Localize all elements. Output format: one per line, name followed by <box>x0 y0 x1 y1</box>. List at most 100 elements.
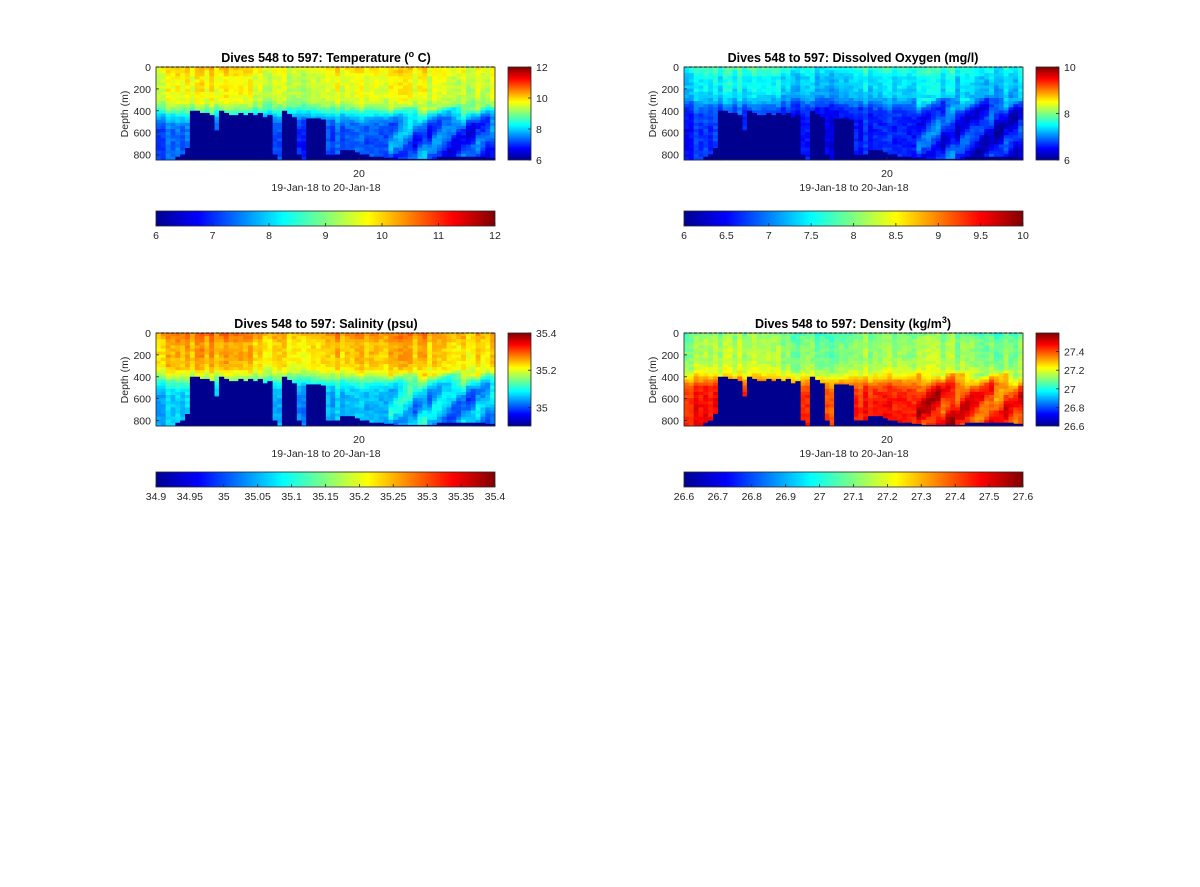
heatmap-cell <box>756 98 762 102</box>
heatmap-cell <box>868 70 874 74</box>
heatmap-cell <box>877 82 883 86</box>
heatmap-cell <box>868 91 874 96</box>
heatmap-cell <box>185 351 191 356</box>
heatmap-cell <box>364 70 370 74</box>
heatmap-cell <box>456 91 462 96</box>
heatmap-cell <box>354 138 360 142</box>
heatmap-cell <box>897 113 903 117</box>
seabed-mask-column <box>945 158 951 160</box>
heatmap-cell <box>330 129 336 133</box>
heatmap-cell <box>199 360 205 365</box>
heatmap-cell <box>218 333 225 337</box>
heatmap-cell <box>325 119 331 124</box>
heatmap-cell <box>364 101 370 105</box>
heatmap-cell <box>693 125 699 130</box>
heatmap-cell <box>838 94 845 99</box>
heatmap-cell <box>412 88 418 93</box>
heatmap-cell <box>233 364 239 368</box>
heatmap-cell <box>892 70 898 74</box>
heatmap-cell <box>427 70 433 74</box>
heatmap-cell <box>257 104 263 108</box>
heatmap-cell <box>272 125 278 130</box>
heatmap-cell <box>446 144 452 148</box>
heatmap-cell <box>325 129 331 133</box>
heatmap-cell <box>916 101 922 105</box>
heatmap-cell <box>960 135 966 139</box>
heatmap-cell <box>185 339 191 343</box>
heatmap-cell <box>248 82 254 86</box>
heatmap-cell <box>688 147 695 152</box>
heatmap-cell <box>238 110 244 114</box>
heatmap-cell <box>432 129 438 133</box>
heatmap-cell <box>214 367 220 371</box>
seabed-mask-column <box>722 110 728 160</box>
heatmap-cell <box>189 342 196 346</box>
heatmap-cell <box>979 135 985 139</box>
heatmap-cell <box>1013 101 1019 105</box>
heatmap-cell <box>180 351 186 356</box>
heatmap-cell <box>955 156 961 161</box>
heatmap-cell <box>446 110 452 114</box>
heatmap-cell <box>175 367 181 371</box>
heatmap-cell <box>340 132 346 136</box>
heatmap-cell <box>940 129 946 133</box>
heatmap-cell <box>465 153 472 158</box>
heatmap-cell <box>906 85 913 90</box>
heatmap-cell <box>911 70 917 74</box>
heatmap-cell <box>737 67 743 71</box>
heatmap-cell <box>877 132 883 136</box>
heatmap-cell <box>272 107 278 111</box>
heatmap-cell <box>1013 122 1019 127</box>
heatmap-cell <box>824 85 830 90</box>
heatmap-cell <box>742 88 748 93</box>
heatmap-cell <box>485 138 491 142</box>
heatmap-cell <box>1018 70 1024 74</box>
heatmap-cell <box>485 94 491 99</box>
heatmap-cell <box>451 107 457 111</box>
heatmap-cell <box>858 116 864 121</box>
heatmap-cell <box>160 135 167 139</box>
heatmap-cell <box>461 113 467 117</box>
heatmap-cell <box>156 357 162 362</box>
heatmap-cell <box>1013 132 1019 136</box>
heatmap-cell <box>218 76 225 80</box>
heatmap-cell <box>950 132 956 136</box>
heatmap-cell <box>281 70 288 74</box>
heatmap-cell <box>916 82 922 86</box>
heatmap-cell <box>974 153 980 158</box>
heatmap-cell <box>974 135 980 139</box>
heatmap-cell <box>814 67 820 71</box>
heatmap-cell <box>800 125 806 130</box>
heatmap-cell <box>1003 153 1009 158</box>
heatmap-cell <box>301 73 307 77</box>
heatmap-cell <box>727 73 733 77</box>
heatmap-cell <box>916 125 922 130</box>
heatmap-cell <box>814 85 820 90</box>
heatmap-cell <box>785 88 791 93</box>
heatmap-cell <box>771 98 777 102</box>
heatmap-cell <box>824 73 830 77</box>
heatmap-cell <box>703 119 709 124</box>
heatmap-cell <box>248 94 254 99</box>
heatmap-cell <box>882 79 888 83</box>
heatmap-cell <box>252 107 259 111</box>
heatmap-cell <box>974 70 980 74</box>
heatmap-cell <box>848 110 854 114</box>
heatmap-cell <box>243 67 249 71</box>
heatmap-cell <box>344 104 351 108</box>
heatmap-cell <box>402 144 409 148</box>
heatmap-cell <box>989 122 995 127</box>
colorbar-tick-label: 12 <box>489 230 501 242</box>
heatmap-cell <box>713 129 719 133</box>
heatmap-cell <box>776 88 782 93</box>
seabed-mask-column <box>432 158 438 160</box>
heatmap-cell <box>964 88 971 93</box>
heatmap-cell <box>989 70 995 74</box>
heatmap-cell <box>417 104 423 108</box>
heatmap-cell <box>427 91 433 96</box>
heatmap-cell <box>465 104 472 108</box>
heatmap-cell <box>756 67 762 71</box>
heatmap-cell <box>974 85 980 90</box>
heatmap-cell <box>364 150 370 155</box>
heatmap-cell <box>800 98 806 102</box>
